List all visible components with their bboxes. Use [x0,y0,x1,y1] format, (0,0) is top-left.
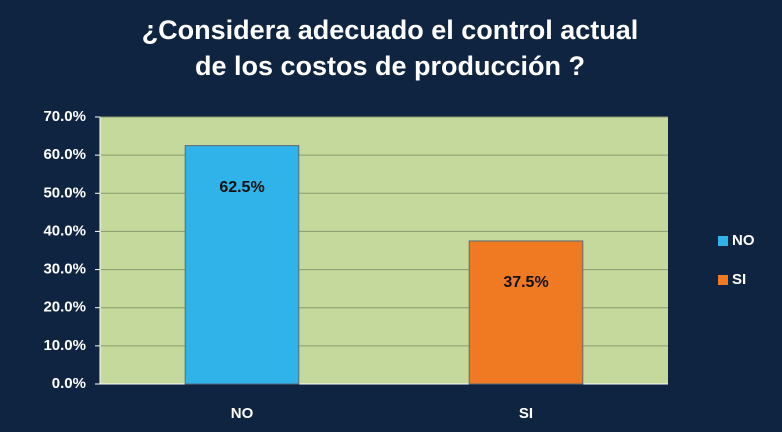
legend-label: SI [732,271,746,288]
y-tick-label: 0.0% [52,375,86,392]
data-label: 37.5% [503,274,548,291]
x-tick-label: NO [231,405,254,422]
y-tick-label: 50.0% [43,184,86,201]
y-tick-label: 60.0% [43,146,86,163]
y-tick-label: 10.0% [43,337,86,354]
legend-label: NO [732,232,755,249]
y-tick-label: 20.0% [43,299,86,316]
legend-swatch [718,275,728,285]
x-tick-label: SI [519,405,533,422]
bar [184,145,300,385]
y-tick-label: 70.0% [43,108,86,125]
data-label: 62.5% [219,179,264,196]
chart-title: ¿Considera adecuado el control actual [142,15,639,45]
y-tick-label: 30.0% [43,261,86,278]
chart-title: de los costos de producción ? [195,51,585,81]
y-tick-label: 40.0% [43,222,86,239]
legend-swatch [718,236,728,246]
bar [468,240,584,385]
